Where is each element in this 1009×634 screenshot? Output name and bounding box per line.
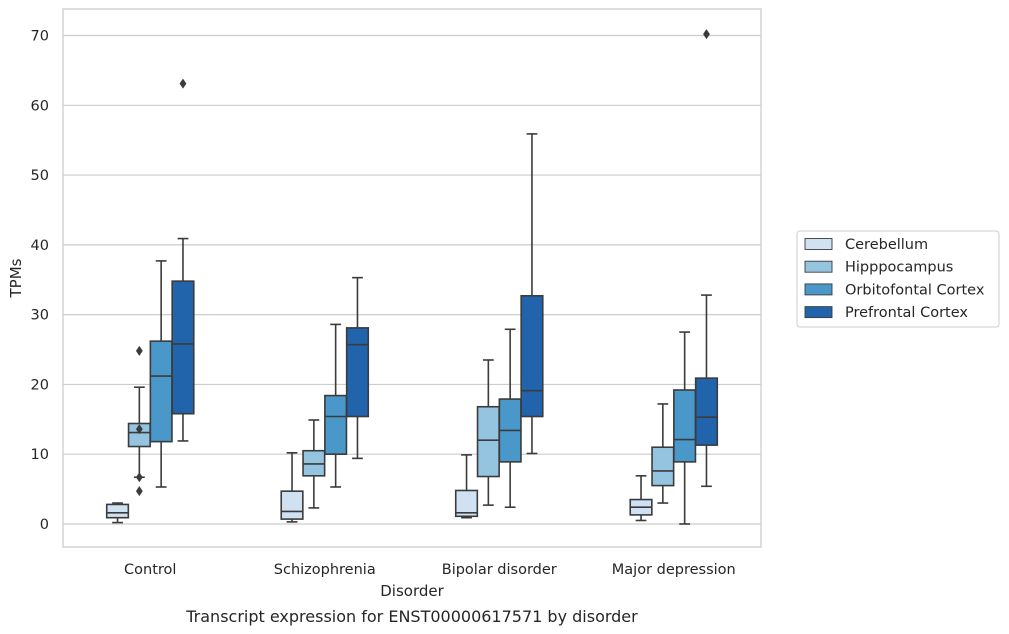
box-2-0 [149, 260, 173, 488]
box-3-2 [520, 133, 544, 455]
legend-items: Cerebellum Hipppocampus Orbitofontal Corte… [804, 237, 985, 321]
x-axis-title: Disorder [380, 582, 444, 600]
box-3-1 [345, 276, 370, 460]
legend-swatch-3 [804, 306, 833, 319]
legend-label-3: Prefrontal Cortex [845, 305, 968, 321]
box-0-0 [105, 502, 130, 524]
box-body [673, 389, 697, 463]
y-tick-label-2: 20 [31, 377, 49, 393]
box-0-1 [280, 451, 304, 523]
box-body [324, 394, 348, 455]
y-tick-label-7: 70 [31, 29, 49, 45]
box-1-3 [651, 403, 675, 504]
outlier-point-0 [179, 78, 187, 89]
box-3-0 [171, 78, 195, 442]
x-tick-label-2: Bipolar disorder [442, 562, 557, 578]
box-body [345, 327, 370, 418]
y-tick-label-4: 40 [31, 238, 49, 254]
legend-swatch-0 [804, 238, 833, 250]
y-tick-label-5: 50 [31, 168, 49, 184]
y-tick-label-0: 0 [40, 517, 49, 533]
box-2-2 [498, 328, 522, 509]
outlier-point-0 [135, 424, 143, 435]
box-body [651, 446, 675, 487]
y-axis-title: TPMs [7, 258, 25, 298]
legend: Cerebellum Hipppocampus Orbitofontal Corte… [796, 230, 1000, 328]
box-body [454, 489, 479, 518]
box-1-1 [302, 419, 326, 509]
legend-swatch-2 [804, 283, 833, 296]
box-body [105, 503, 130, 519]
box-body [171, 280, 195, 415]
x-tick-label-1: Schizophrenia [274, 562, 376, 578]
outlier-point-2 [135, 486, 143, 497]
box-body [476, 405, 500, 478]
box-body [149, 340, 173, 443]
legend-label-1: Hipppocampus [845, 260, 953, 276]
box-1-2 [476, 359, 500, 506]
y-tick-label-6: 60 [31, 98, 49, 114]
legend-label-0: Cerebellum [845, 237, 928, 253]
plot-background [63, 9, 761, 547]
chart-caption: Transcript expression for ENST0000061757… [185, 607, 638, 626]
legend-frame [796, 230, 1000, 328]
legend-label-2: Orbitofontal Cortex [845, 282, 985, 298]
box-groups [105, 29, 719, 525]
box-1-0 [127, 345, 151, 497]
y-tick-label-1: 10 [31, 447, 49, 463]
x-tick-label-3: Major depression [612, 562, 736, 578]
outlier-point-0 [703, 29, 710, 40]
box-0-2 [454, 454, 479, 519]
box-body [694, 377, 719, 446]
box-body [280, 490, 304, 520]
outlier-point-1 [135, 472, 143, 483]
plot-frame [62, 8, 762, 548]
x-axis-ticks: Control Schizophrenia Bipolar disorder Majo… [124, 562, 736, 578]
box-0-3 [629, 475, 653, 522]
box-body [520, 294, 544, 418]
y-axis-ticks: 0 10 20 30 40 50 60 70 [31, 29, 49, 533]
box-2-1 [324, 323, 348, 488]
legend-swatch-1 [804, 260, 833, 273]
y-tick-label-3: 30 [31, 308, 49, 324]
outlier-point-3 [135, 345, 143, 356]
x-tick-label-0: Control [124, 562, 176, 578]
box-3-3 [694, 29, 719, 488]
